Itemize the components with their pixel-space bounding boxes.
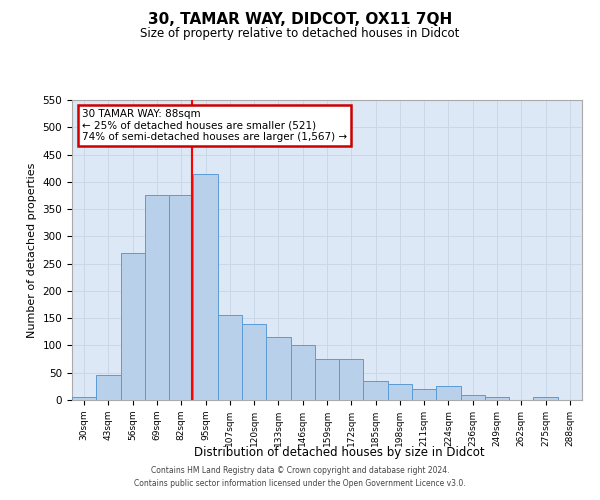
Bar <box>533 398 558 400</box>
Bar <box>242 324 266 400</box>
Bar <box>145 196 169 400</box>
Text: 30, TAMAR WAY, DIDCOT, OX11 7QH: 30, TAMAR WAY, DIDCOT, OX11 7QH <box>148 12 452 28</box>
Bar <box>461 394 485 400</box>
Bar <box>96 376 121 400</box>
Text: Distribution of detached houses by size in Didcot: Distribution of detached houses by size … <box>194 446 484 459</box>
Bar <box>290 346 315 400</box>
Bar <box>339 359 364 400</box>
Bar <box>485 398 509 400</box>
Bar <box>193 174 218 400</box>
Bar <box>266 338 290 400</box>
Text: Contains HM Land Registry data © Crown copyright and database right 2024.
Contai: Contains HM Land Registry data © Crown c… <box>134 466 466 487</box>
Bar <box>436 386 461 400</box>
Bar <box>218 316 242 400</box>
Bar <box>388 384 412 400</box>
Bar <box>72 398 96 400</box>
Bar <box>364 381 388 400</box>
Text: 30 TAMAR WAY: 88sqm
← 25% of detached houses are smaller (521)
74% of semi-detac: 30 TAMAR WAY: 88sqm ← 25% of detached ho… <box>82 109 347 142</box>
Bar <box>315 359 339 400</box>
Bar <box>412 389 436 400</box>
Bar <box>121 252 145 400</box>
Text: Size of property relative to detached houses in Didcot: Size of property relative to detached ho… <box>140 28 460 40</box>
Y-axis label: Number of detached properties: Number of detached properties <box>27 162 37 338</box>
Bar <box>169 196 193 400</box>
